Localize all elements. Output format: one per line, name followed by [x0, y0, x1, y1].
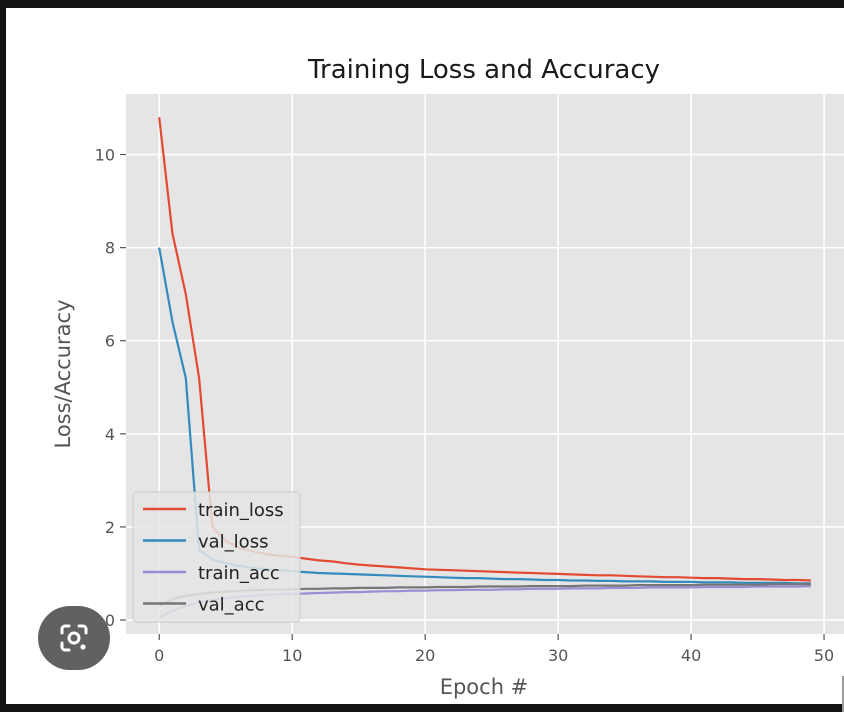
y-tick-label: 10: [95, 146, 115, 165]
x-tick-label: 30: [548, 646, 568, 665]
legend-box: [132, 491, 301, 623]
line-chart: Training Loss and Accuracy 0 10 20 30 40 50 0…: [51, 55, 844, 699]
google-lens-button[interactable]: [38, 606, 110, 670]
x-tick-label: 0: [154, 646, 164, 665]
y-axis-label: Loss/Accuracy: [51, 299, 75, 448]
x-tick-label: 20: [415, 646, 435, 665]
y-tick-label: 2: [105, 518, 115, 537]
x-tick-label: 50: [814, 646, 834, 665]
scrollbar-thumb[interactable]: [842, 676, 844, 712]
y-tick-label: 6: [105, 332, 115, 351]
y-tick-label: 4: [105, 425, 115, 444]
legend-label-val-acc: val_acc: [198, 595, 265, 616]
y-tick-label: 8: [105, 239, 115, 258]
x-tick-label: 10: [282, 646, 302, 665]
x-axis-ticks: 0 10 20 30 40 50: [154, 634, 834, 665]
legend-label-train-acc: train_acc: [198, 563, 280, 584]
legend-label-val-loss: val_loss: [198, 532, 268, 553]
legend: train_loss val_loss train_acc val_acc: [132, 491, 301, 623]
chart-title: Training Loss and Accuracy: [307, 55, 660, 85]
y-axis-ticks: 0 2 4 6 8 10: [95, 146, 126, 630]
y-tick-label: 0: [105, 611, 115, 630]
x-tick-label: 40: [681, 646, 701, 665]
google-lens-icon: [60, 624, 88, 652]
x-axis-label: Epoch #: [440, 675, 529, 699]
legend-label-train-loss: train_loss: [198, 500, 284, 521]
chart-panel: Training Loss and Accuracy 0 10 20 30 40 50 0…: [6, 8, 844, 712]
